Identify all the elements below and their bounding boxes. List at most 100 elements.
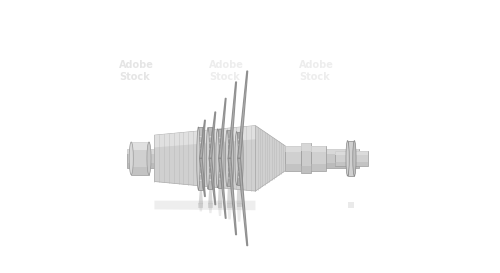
Polygon shape: [227, 130, 232, 186]
Circle shape: [228, 155, 230, 157]
Circle shape: [200, 179, 202, 182]
Circle shape: [238, 171, 240, 173]
Polygon shape: [354, 151, 368, 166]
Polygon shape: [354, 151, 368, 155]
Circle shape: [210, 142, 212, 144]
Polygon shape: [198, 203, 203, 211]
Polygon shape: [312, 164, 326, 171]
Circle shape: [228, 149, 230, 151]
Polygon shape: [300, 166, 312, 173]
Circle shape: [200, 173, 202, 175]
Ellipse shape: [240, 132, 243, 185]
Circle shape: [238, 149, 240, 152]
Polygon shape: [312, 146, 326, 171]
Circle shape: [238, 144, 240, 146]
Polygon shape: [131, 142, 149, 150]
Polygon shape: [208, 203, 213, 208]
Circle shape: [219, 154, 221, 156]
Circle shape: [238, 155, 240, 157]
Polygon shape: [198, 203, 203, 208]
Circle shape: [238, 138, 240, 141]
Polygon shape: [227, 177, 232, 203]
Ellipse shape: [197, 127, 200, 190]
Ellipse shape: [221, 129, 224, 188]
Polygon shape: [200, 158, 205, 197]
Polygon shape: [200, 120, 205, 158]
Circle shape: [228, 160, 230, 162]
Polygon shape: [218, 129, 222, 188]
Ellipse shape: [346, 141, 349, 176]
Circle shape: [238, 160, 240, 162]
Circle shape: [210, 179, 212, 181]
Polygon shape: [300, 143, 312, 151]
Polygon shape: [127, 163, 359, 168]
Polygon shape: [208, 127, 213, 189]
Circle shape: [219, 160, 221, 162]
Polygon shape: [286, 146, 300, 171]
Circle shape: [219, 143, 221, 145]
Polygon shape: [286, 146, 300, 152]
Circle shape: [228, 177, 230, 179]
Ellipse shape: [226, 130, 228, 186]
Circle shape: [228, 166, 230, 168]
Circle shape: [200, 167, 202, 169]
Polygon shape: [256, 126, 286, 191]
Polygon shape: [300, 143, 312, 173]
Polygon shape: [236, 203, 242, 207]
Polygon shape: [218, 203, 222, 208]
Polygon shape: [209, 112, 216, 158]
Polygon shape: [127, 149, 359, 153]
Ellipse shape: [147, 142, 151, 175]
Circle shape: [228, 143, 230, 146]
Circle shape: [210, 136, 212, 138]
Polygon shape: [334, 151, 351, 166]
Polygon shape: [348, 141, 354, 176]
Ellipse shape: [206, 127, 210, 189]
Circle shape: [238, 176, 240, 178]
Circle shape: [228, 138, 230, 140]
Circle shape: [200, 141, 202, 144]
Polygon shape: [154, 201, 256, 210]
Circle shape: [210, 160, 212, 162]
Polygon shape: [227, 203, 232, 207]
Polygon shape: [354, 162, 368, 166]
Polygon shape: [198, 127, 203, 190]
Ellipse shape: [129, 142, 134, 175]
Polygon shape: [218, 158, 226, 218]
Polygon shape: [312, 146, 326, 152]
Polygon shape: [228, 82, 236, 158]
Polygon shape: [218, 182, 222, 203]
Ellipse shape: [353, 141, 356, 176]
Ellipse shape: [230, 130, 234, 186]
Polygon shape: [131, 142, 149, 175]
Circle shape: [219, 178, 221, 180]
Text: Adobe
Stock: Adobe Stock: [299, 60, 334, 82]
Ellipse shape: [235, 132, 238, 185]
Circle shape: [210, 167, 212, 169]
Polygon shape: [218, 98, 226, 158]
Circle shape: [210, 173, 212, 175]
Circle shape: [200, 148, 202, 150]
Polygon shape: [238, 158, 248, 246]
Polygon shape: [228, 158, 236, 235]
Circle shape: [200, 154, 202, 156]
Polygon shape: [238, 71, 248, 158]
Circle shape: [200, 160, 202, 163]
Polygon shape: [218, 203, 222, 216]
Polygon shape: [208, 187, 212, 203]
Ellipse shape: [216, 129, 219, 188]
Circle shape: [219, 166, 221, 168]
Circle shape: [210, 154, 212, 156]
Polygon shape: [131, 167, 149, 175]
Polygon shape: [348, 202, 354, 208]
Polygon shape: [236, 132, 242, 185]
Circle shape: [219, 172, 221, 174]
Ellipse shape: [202, 127, 205, 190]
Polygon shape: [236, 203, 242, 222]
Circle shape: [219, 136, 221, 139]
Polygon shape: [209, 158, 216, 205]
Polygon shape: [127, 149, 359, 168]
Circle shape: [210, 148, 212, 150]
Polygon shape: [286, 164, 300, 171]
Polygon shape: [154, 126, 256, 147]
